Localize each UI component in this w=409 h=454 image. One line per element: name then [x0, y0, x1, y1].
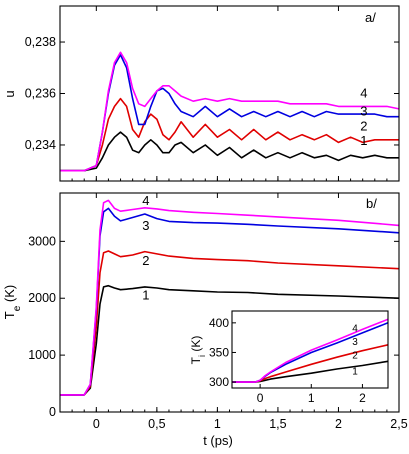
panel-a-y-tick-label: 0,234 — [25, 138, 56, 152]
panel-a-series-1-line — [60, 131, 399, 172]
panel-a-y-axis-title: u — [2, 90, 17, 97]
panel-b-x-tick-label: 0 — [93, 417, 100, 431]
panel-b-curve-label-2: 2 — [142, 253, 149, 268]
panel-b-x-tick-label: 0,5 — [148, 417, 165, 431]
inset-curve-label-2: 2 — [352, 350, 358, 361]
panel-b-curve-label-1: 1 — [142, 287, 149, 302]
panel-a-frame — [59, 5, 400, 182]
panel-b-x-tick-label: 1 — [214, 417, 221, 431]
panel-a: 123 4 0,234 0,236 0,238 a/u — [2, 5, 400, 182]
panel-a-series-4-line — [60, 51, 400, 172]
inset-y-tick-label: 300 — [209, 375, 229, 389]
inset-frame — [231, 310, 389, 389]
panel-b-y-tick-label: 1000 — [28, 348, 56, 362]
panel-b-curve-label-3: 3 — [142, 218, 149, 233]
panel-b-series-2-line — [60, 250, 400, 396]
panel-a-curve-label-3: 3 — [360, 103, 367, 118]
inset-y-axis-title: Ti (K) — [189, 336, 207, 365]
panel-a-y-tick-label: 0,238 — [25, 35, 56, 49]
inset-curve-label-1: 1 — [352, 366, 358, 377]
panel-a-y-tick-label: 0,236 — [25, 87, 56, 101]
panel-b-y-tick-label: 0 — [49, 405, 56, 419]
inset-x-tick-label: 1 — [308, 391, 315, 405]
panel-b-y-tick-label: 3000 — [28, 234, 56, 248]
panel-a-curve-label-2: 2 — [360, 118, 367, 133]
panel-b-y-axis-title: Te (K) — [2, 285, 23, 319]
panel-b-x-tick-label: 2 — [335, 417, 342, 431]
x-axis-title: t (ps) — [203, 433, 233, 448]
inset-curve-label-4: 4 — [352, 324, 358, 335]
panel-b-y-tick-label: 2000 — [28, 291, 56, 305]
inset-x-tick-label: 0 — [257, 391, 264, 405]
panel-b-series-4-line — [60, 199, 400, 396]
panel-b-curve-label-4: 4 — [142, 193, 149, 208]
panel-a-tag: a/ — [365, 10, 376, 25]
inset-x-tick-label: 2 — [359, 391, 366, 405]
inset-series-4-line — [232, 318, 389, 383]
inset-y-tick-label: 400 — [209, 316, 229, 330]
panel-b-x-tick-label: 1,5 — [269, 417, 286, 431]
inset-curve-label-3: 3 — [352, 337, 358, 348]
panel-b-tag: b/ — [366, 196, 377, 211]
panel-a-curve-label-1: 1 — [360, 133, 367, 148]
inset-y-tick-label: 350 — [209, 345, 229, 359]
panel-a-series-2-line — [60, 97, 399, 172]
inset-background — [232, 311, 388, 388]
panel-b-x-tick-label: 2,5 — [390, 417, 407, 431]
panel-b-series-1-line — [60, 284, 400, 396]
panel-a-curve-label-4: 4 — [360, 86, 367, 101]
panel-a-series-3-line — [60, 54, 399, 172]
